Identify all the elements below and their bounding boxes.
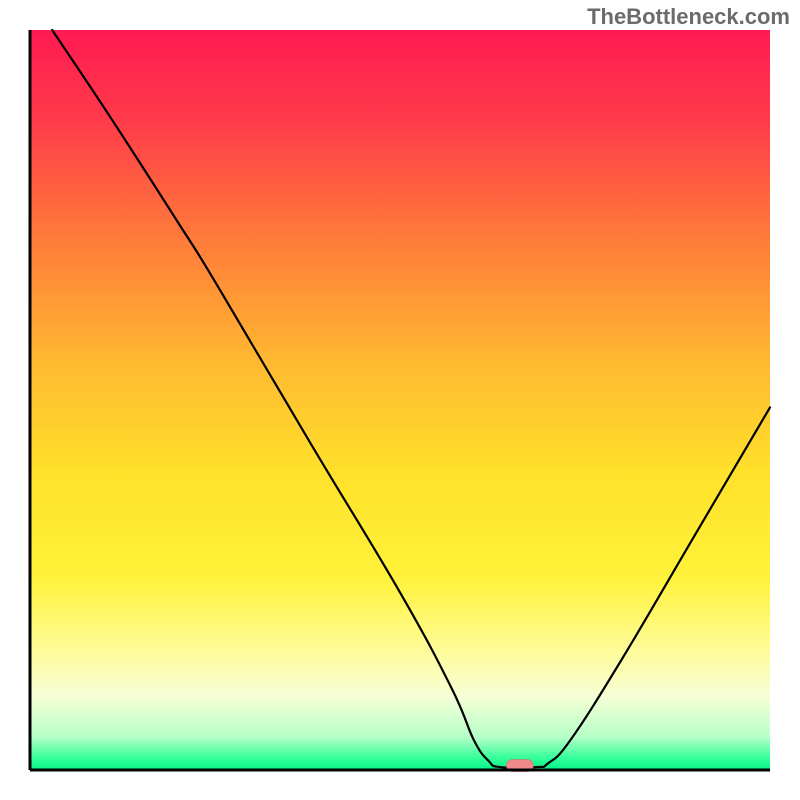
bottleneck-chart: [0, 0, 800, 800]
chart-container: TheBottleneck.com: [0, 0, 800, 800]
watermark-text: TheBottleneck.com: [587, 4, 790, 30]
plot-background: [30, 30, 770, 770]
